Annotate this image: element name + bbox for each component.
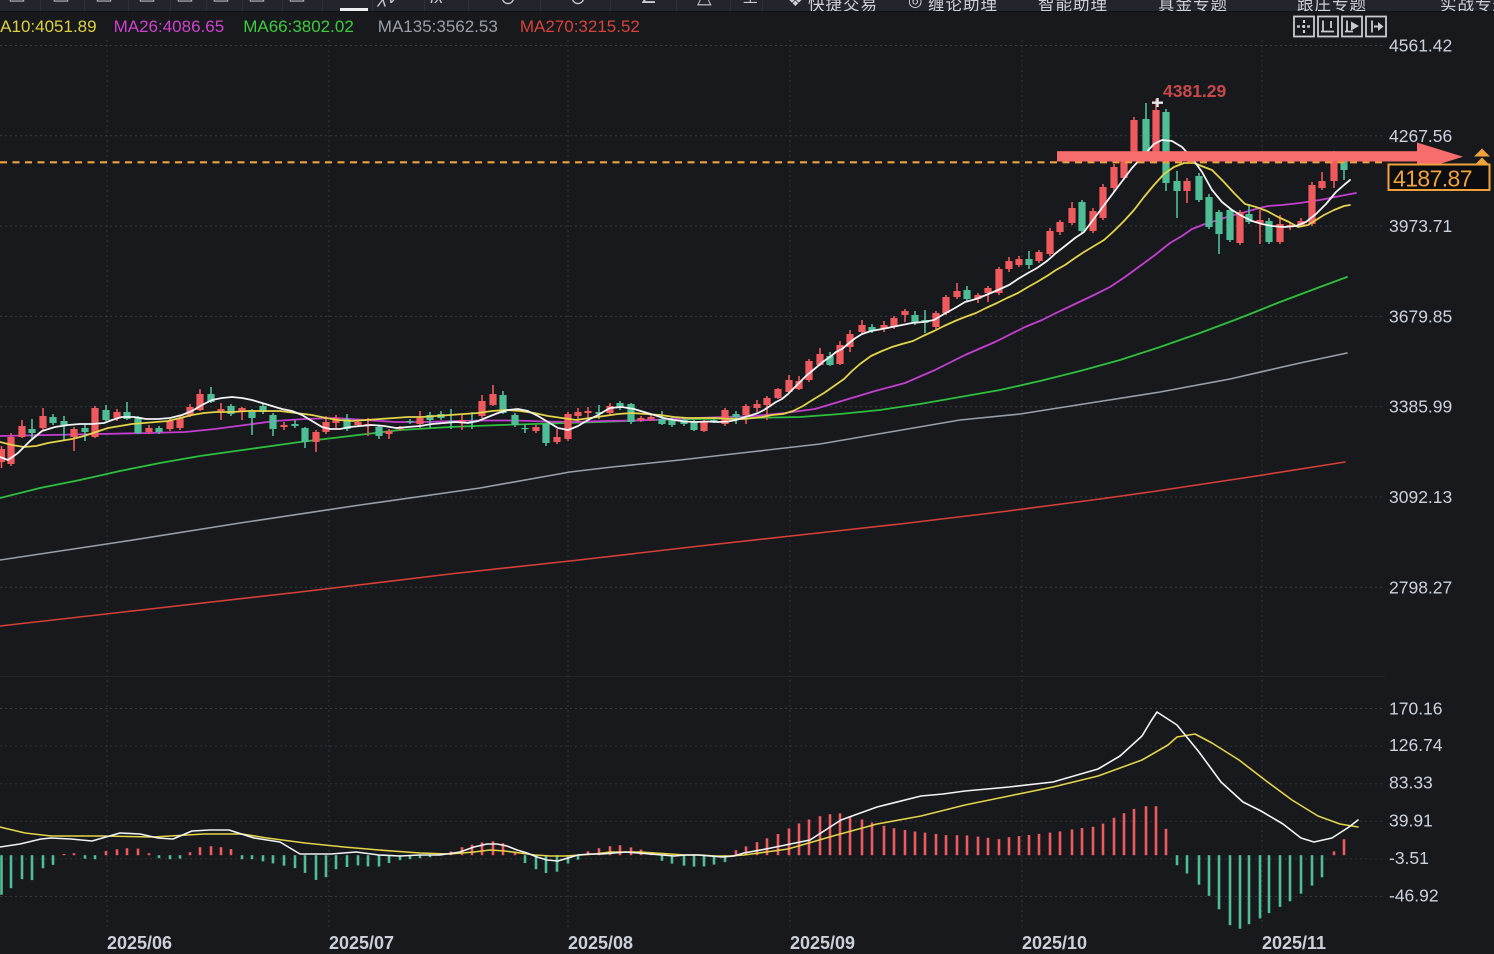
svg-text:2025/08: 2025/08 <box>568 933 633 953</box>
svg-text:170.16: 170.16 <box>1389 699 1443 719</box>
svg-text:2025/09: 2025/09 <box>790 933 855 953</box>
svg-text:126.74: 126.74 <box>1389 735 1443 755</box>
svg-text:4267.56: 4267.56 <box>1389 126 1452 146</box>
svg-text:4381.29: 4381.29 <box>1163 81 1227 101</box>
svg-text:2025/11: 2025/11 <box>1262 933 1326 953</box>
svg-text:3679.85: 3679.85 <box>1389 306 1452 326</box>
svg-text:2025/07: 2025/07 <box>329 933 394 953</box>
svg-text:4187.87: 4187.87 <box>1393 166 1472 192</box>
svg-text:2025/06: 2025/06 <box>107 933 172 953</box>
svg-text:2798.27: 2798.27 <box>1389 577 1452 597</box>
svg-text:4561.42: 4561.42 <box>1389 36 1452 56</box>
svg-text:-3.51: -3.51 <box>1389 848 1429 868</box>
svg-text:3385.99: 3385.99 <box>1389 397 1452 417</box>
svg-text:-46.92: -46.92 <box>1389 886 1439 906</box>
svg-text:2025/10: 2025/10 <box>1022 933 1087 953</box>
svg-text:39.91: 39.91 <box>1389 810 1433 830</box>
svg-text:3973.71: 3973.71 <box>1389 216 1452 236</box>
svg-text:83.33: 83.33 <box>1389 773 1433 793</box>
svg-text:3092.13: 3092.13 <box>1389 487 1452 507</box>
